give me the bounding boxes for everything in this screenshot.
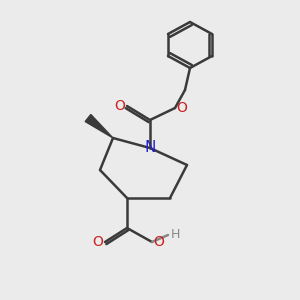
Polygon shape	[85, 115, 113, 138]
Text: O: O	[177, 101, 188, 115]
Text: O: O	[154, 235, 164, 249]
Text: H: H	[170, 229, 180, 242]
Text: O: O	[93, 235, 104, 249]
Text: O: O	[115, 99, 125, 113]
Text: N: N	[144, 140, 156, 155]
